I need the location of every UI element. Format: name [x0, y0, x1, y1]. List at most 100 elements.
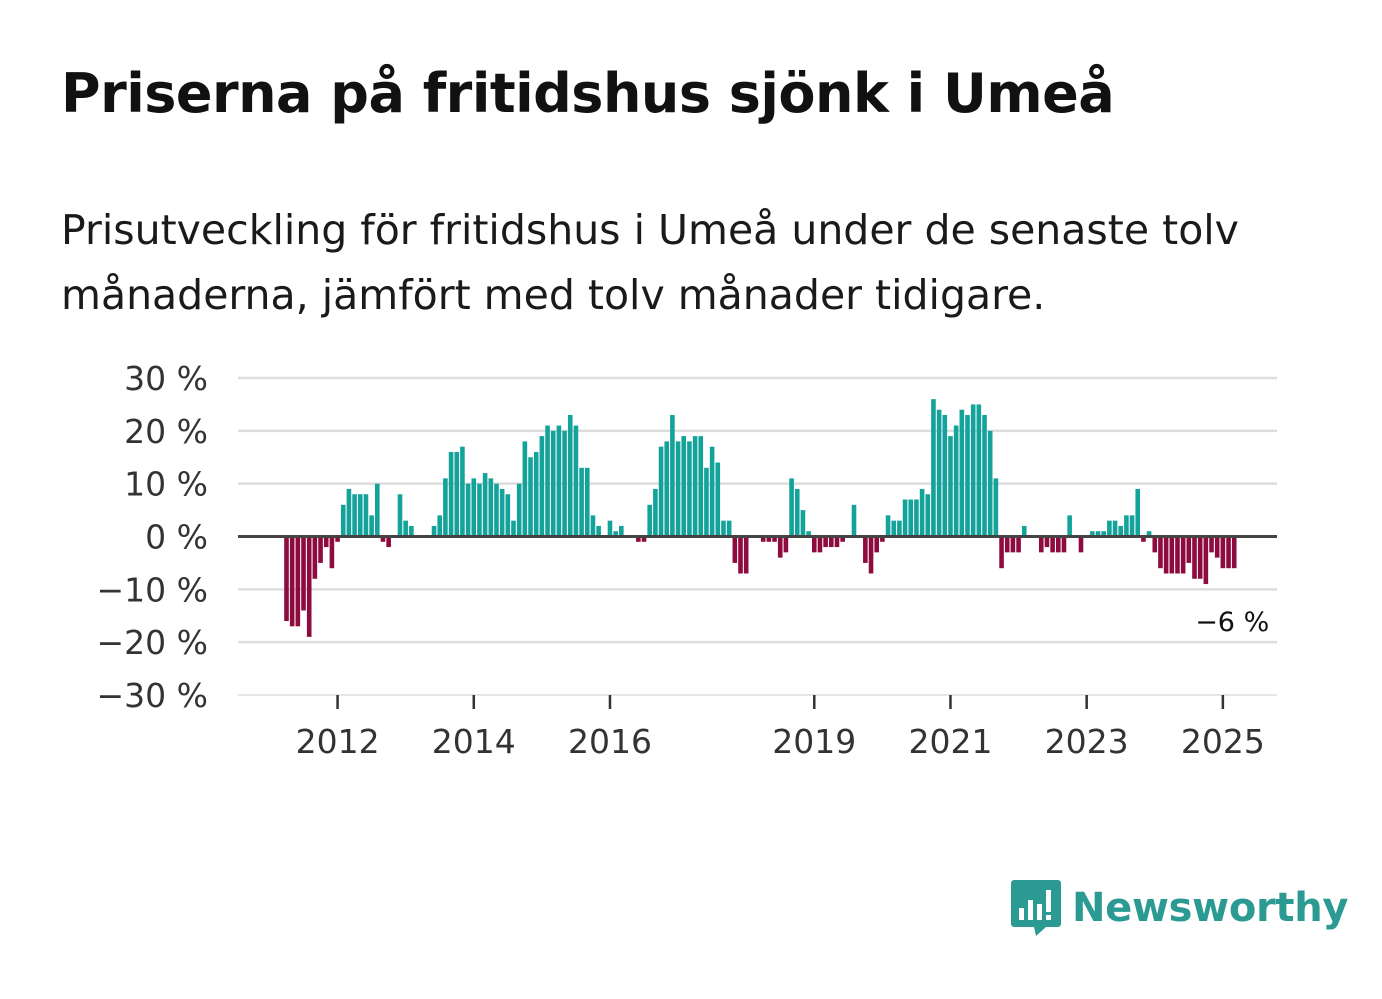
bar: [1135, 488, 1141, 537]
bar: [834, 536, 840, 548]
bar: [1169, 536, 1175, 574]
bar: [721, 520, 726, 537]
bar: [811, 536, 817, 553]
bar: [959, 409, 965, 537]
x-tick-label: 2019: [772, 722, 856, 761]
bar: [982, 414, 987, 537]
bar: [590, 515, 596, 537]
last-value-annotation: −6 %: [1195, 607, 1269, 638]
bar: [1129, 515, 1135, 537]
bar: [448, 451, 454, 537]
bar: [653, 488, 658, 537]
bar: [987, 430, 993, 537]
bar: [681, 436, 687, 537]
bar: [840, 536, 845, 542]
bar: [522, 441, 528, 537]
bar: [1107, 520, 1112, 537]
bar: [675, 441, 681, 537]
y-tick-label: −20 %: [97, 623, 209, 662]
bar: [511, 520, 516, 537]
bar: [806, 531, 811, 537]
bar: [1192, 536, 1197, 579]
y-tick-label: 10 %: [124, 465, 208, 504]
bar: [1186, 536, 1192, 563]
chart-subtitle: Prisutveckling för fritidshus i Umeå und…: [61, 206, 1239, 319]
bar: [352, 494, 357, 537]
bar: [1226, 536, 1231, 569]
bar: [386, 536, 391, 548]
bar: [868, 536, 874, 574]
bar: [409, 525, 414, 537]
bar: [738, 536, 743, 574]
bar: [550, 430, 556, 537]
bar: [335, 536, 340, 542]
x-tick-label: 2012: [296, 722, 380, 761]
bar: [346, 488, 352, 537]
bar: [375, 483, 380, 537]
bar: [329, 536, 335, 569]
bar: [369, 515, 374, 537]
bar: [397, 494, 403, 537]
bar: [613, 531, 618, 537]
bar: [465, 483, 471, 537]
bar: [732, 536, 738, 563]
x-axis-ticks: 2012 2014 2016 2019 2021 2023 2025: [296, 695, 1265, 761]
bar: [970, 404, 976, 537]
y-tick-label: 20 %: [124, 412, 208, 451]
bar: [443, 478, 448, 537]
bar: [284, 536, 289, 622]
bar: [800, 510, 806, 537]
y-axis-ticks: 30 % 20 % 10 % 0 % −10 % −20 % −30 %: [97, 359, 209, 715]
y-tick-label: 0 %: [145, 518, 208, 557]
bar: [658, 446, 664, 537]
bar: [641, 536, 647, 542]
bar: [794, 488, 800, 537]
bar: [482, 473, 488, 537]
bar: [976, 404, 982, 537]
bar: [919, 488, 925, 537]
bar: [556, 425, 562, 537]
bar: [1158, 536, 1163, 569]
x-tick-label: 2016: [568, 722, 652, 761]
bar: [363, 494, 369, 537]
bar: [1090, 531, 1095, 537]
bar: [823, 536, 828, 548]
bar: [880, 536, 885, 542]
bar: [1180, 536, 1186, 574]
bar: [863, 536, 868, 563]
bar: [1175, 536, 1180, 574]
bar: [885, 515, 891, 537]
bar: [437, 515, 443, 537]
bar: [1163, 536, 1169, 574]
x-tick-label: 2025: [1181, 722, 1265, 761]
bar: [289, 536, 295, 627]
bars: [284, 399, 1237, 637]
bar: [488, 478, 494, 537]
bar: [403, 520, 408, 537]
bar: [357, 494, 363, 537]
bar: [607, 520, 613, 537]
bar: [817, 536, 823, 553]
x-tick-label: 2023: [1045, 722, 1129, 761]
bar: [743, 536, 749, 574]
bar: [783, 536, 789, 553]
bar: [925, 494, 931, 537]
bar: [573, 425, 579, 537]
newsworthy-logo-text: Newsworthy: [1072, 885, 1349, 931]
bar: [533, 451, 539, 537]
gridlines: [238, 376, 1277, 696]
bar: [948, 436, 953, 537]
bar: [562, 430, 567, 537]
bar: [1061, 536, 1067, 553]
chart-title: Priserna på fritidshus sjönk i Umeå: [61, 62, 1115, 125]
bar: [318, 536, 323, 563]
bar: [789, 478, 794, 537]
bar: [1124, 515, 1129, 537]
bar: [891, 520, 897, 537]
bar: [698, 436, 704, 537]
bar: [993, 478, 999, 537]
bar: [1004, 536, 1010, 553]
bar: [1231, 536, 1237, 569]
y-tick-label: −10 %: [97, 570, 209, 609]
bar: [380, 536, 386, 542]
